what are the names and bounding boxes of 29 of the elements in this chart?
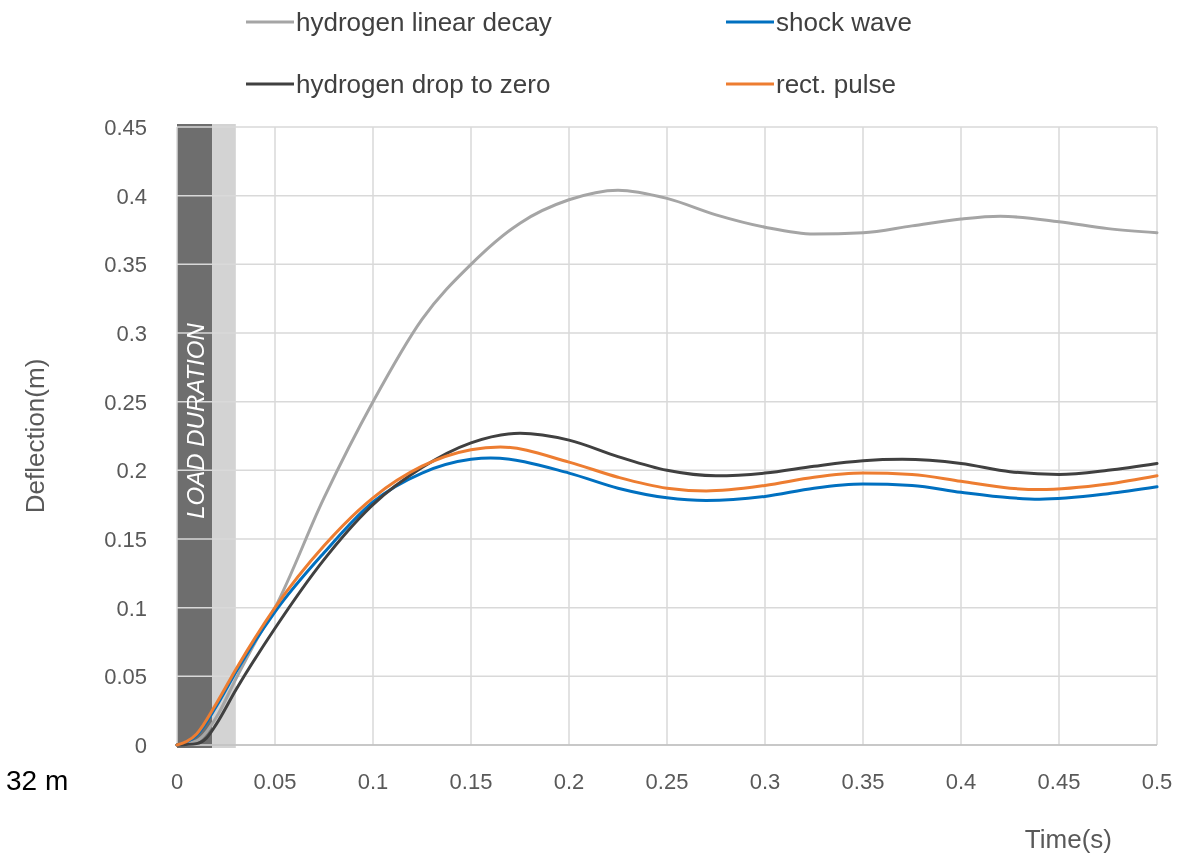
legend-label: rect. pulse <box>776 69 896 99</box>
legend-label: hydrogen drop to zero <box>296 69 551 99</box>
x-axis-title: Time(s) <box>1024 824 1112 854</box>
y-tick-label: 0.3 <box>116 321 147 346</box>
x-tick-label: 0.2 <box>553 769 585 794</box>
x-tick-label: 0.25 <box>645 769 689 794</box>
x-tick-label: 0.3 <box>749 769 781 794</box>
legend-label: shock wave <box>776 7 912 37</box>
x-tick-label: 0.4 <box>945 769 977 794</box>
text: 32 m <box>6 765 69 796</box>
legend-label: hydrogen linear decay <box>296 7 552 37</box>
x-tick-label: 0.05 <box>253 769 297 794</box>
x-tick-label: 0 <box>170 769 184 794</box>
y-tick-label: 0.15 <box>104 527 147 552</box>
x-tick-label: 0.35 <box>841 769 885 794</box>
y-tick-label: 0.45 <box>104 115 147 140</box>
y-tick-label: 0.4 <box>116 183 147 209</box>
x-tick-label: 0.1 <box>357 769 389 794</box>
x-tick-label: 0.15 <box>449 769 493 794</box>
y-tick-label: 0.1 <box>116 595 147 621</box>
y-tick-label: 0.25 <box>104 389 147 415</box>
y-tick-label: 0.05 <box>104 664 147 690</box>
y-tick-label: 0.35 <box>104 252 147 278</box>
x-tick-label: 0.5 <box>1141 769 1173 794</box>
y-tick-label: 0 <box>134 733 147 758</box>
y-axis-title: Deflection(m) <box>20 358 50 514</box>
y-tick-label: 0.2 <box>116 458 147 484</box>
annotation: LOAD DURATION <box>181 322 209 519</box>
x-tick-label: 0.45 <box>1037 769 1081 794</box>
